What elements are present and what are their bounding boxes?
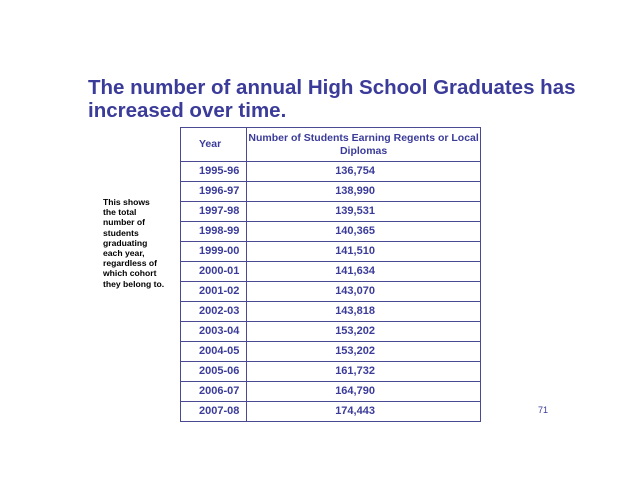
table-row: 2004-05 153,202 [179, 341, 481, 362]
year-cell: 1997-98 [179, 201, 248, 222]
count-cell: 138,990 [246, 181, 481, 202]
table-row: 2003-04 153,202 [179, 321, 481, 342]
count-cell: 141,510 [246, 241, 481, 262]
count-cell: 140,365 [246, 221, 481, 242]
year-cell: 1996-97 [179, 181, 248, 202]
count-cell: 153,202 [246, 321, 481, 342]
side-note: This shows the total number of students … [103, 197, 165, 289]
count-cell: 141,634 [246, 261, 481, 282]
table-row: 1995-96 136,754 [179, 161, 481, 182]
year-cell: 1995-96 [179, 161, 248, 182]
table-row: 1998-99 140,365 [179, 221, 481, 242]
year-cell: 2004-05 [179, 341, 248, 362]
count-cell: 143,070 [246, 281, 481, 302]
table-row: 2007-08 174,443 [179, 401, 481, 422]
graduates-table: Year Number of Students Earning Regents … [179, 127, 481, 422]
year-cell: 2000-01 [179, 261, 248, 282]
page-number: 71 [538, 405, 549, 415]
count-cell: 139,531 [246, 201, 481, 222]
table-row: 2006-07 164,790 [179, 381, 481, 402]
count-cell: 174,443 [246, 401, 481, 422]
table-row: 2002-03 143,818 [179, 301, 481, 322]
count-cell: 164,790 [246, 381, 481, 402]
table-row: 2001-02 143,070 [179, 281, 481, 302]
table-row: 1999-00 141,510 [179, 241, 481, 262]
year-cell: 2007-08 [179, 401, 248, 422]
count-cell: 143,818 [246, 301, 481, 322]
table-body: 1995-96 136,754 1996-97 138,990 1997-98 139,5… [179, 161, 481, 422]
year-cell: 2003-04 [179, 321, 248, 342]
year-cell: 2001-02 [179, 281, 248, 302]
year-cell: 1999-00 [179, 241, 248, 262]
header-count: Number of Students Earning Regents or Lo… [246, 127, 481, 162]
table-row: 1996-97 138,990 [179, 181, 481, 202]
page-title: The number of annual High School Graduat… [88, 76, 576, 122]
header-year: Year [179, 127, 248, 162]
year-cell: 1998-99 [179, 221, 248, 242]
count-cell: 153,202 [246, 341, 481, 362]
table-row: 1997-98 139,531 [179, 201, 481, 222]
year-cell: 2002-03 [179, 301, 248, 322]
count-cell: 136,754 [246, 161, 481, 182]
count-cell: 161,732 [246, 361, 481, 382]
table-header-row: Year Number of Students Earning Regents … [179, 127, 481, 162]
table-row: 2005-06 161,732 [179, 361, 481, 382]
year-cell: 2006-07 [179, 381, 248, 402]
year-cell: 2005-06 [179, 361, 248, 382]
table-row: 2000-01 141,634 [179, 261, 481, 282]
